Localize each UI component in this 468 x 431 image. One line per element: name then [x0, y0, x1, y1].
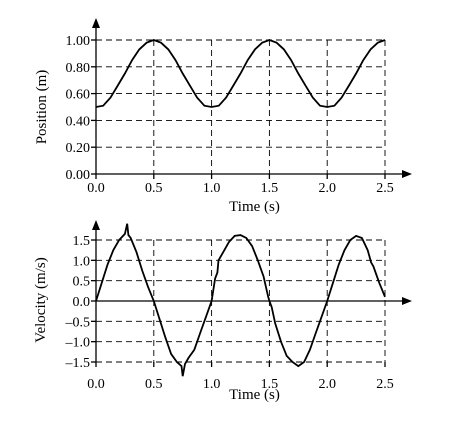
x-tick-label: 0.5 — [145, 181, 163, 196]
x-axis-title: Time (s) — [229, 387, 280, 403]
y-tick-label: 0.0 — [73, 295, 91, 310]
y-tick-label: 0.40 — [66, 114, 91, 129]
x-tick-label: 0.0 — [87, 377, 105, 392]
x-tick-label: 2.5 — [376, 181, 394, 196]
y-tick-label: 0.20 — [66, 141, 91, 156]
x-tick-label: 2.5 — [376, 377, 394, 392]
x-tick-label: 2.0 — [318, 377, 336, 392]
x-tick-label: 0.5 — [145, 377, 163, 392]
series-line — [95, 223, 386, 377]
y-tick-label: 0.80 — [66, 61, 91, 76]
y-tick-label: –1.5 — [65, 356, 91, 371]
y-tick-label: 1.0 — [73, 254, 91, 269]
y-tick-label: –1.0 — [65, 336, 91, 351]
series-line — [95, 39, 386, 108]
y-axis-arrow — [92, 220, 100, 230]
x-tick-label: 1.5 — [261, 377, 279, 392]
x-tick-label: 1.0 — [203, 181, 221, 196]
x-tick-label: 0.0 — [87, 181, 105, 196]
x-axis-arrow — [402, 170, 412, 178]
x-axis-arrow — [402, 297, 412, 305]
y-axis-title: Position (m) — [34, 70, 50, 145]
x-tick-label: 1.0 — [203, 377, 221, 392]
y-tick-label: 1.5 — [73, 234, 91, 249]
velocity-chart: 1.5 1.0 0.5 0.0 –0.5 –1.0 –1.5 0.0 0.5 1.0 1.5 2.0 2… — [33, 220, 412, 403]
y-tick-label: 1.00 — [66, 34, 91, 49]
y-tick-label: –0.5 — [65, 315, 91, 330]
y-tick-label: 0.5 — [73, 275, 91, 290]
y-axis-arrow — [92, 18, 100, 28]
y-tick-label: 0.60 — [66, 88, 91, 103]
position-chart: 0.00 0.20 0.40 0.60 0.80 1.00 0.0 0.5 1.0 1.5 2.0 2… — [34, 18, 412, 215]
x-tick-label: 2.0 — [318, 181, 336, 196]
y-tick-label: 0.00 — [66, 168, 91, 183]
x-axis-title: Time (s) — [229, 199, 280, 215]
y-axis-title: Velocity (m/s) — [33, 257, 49, 342]
x-tick-label: 1.5 — [261, 181, 279, 196]
